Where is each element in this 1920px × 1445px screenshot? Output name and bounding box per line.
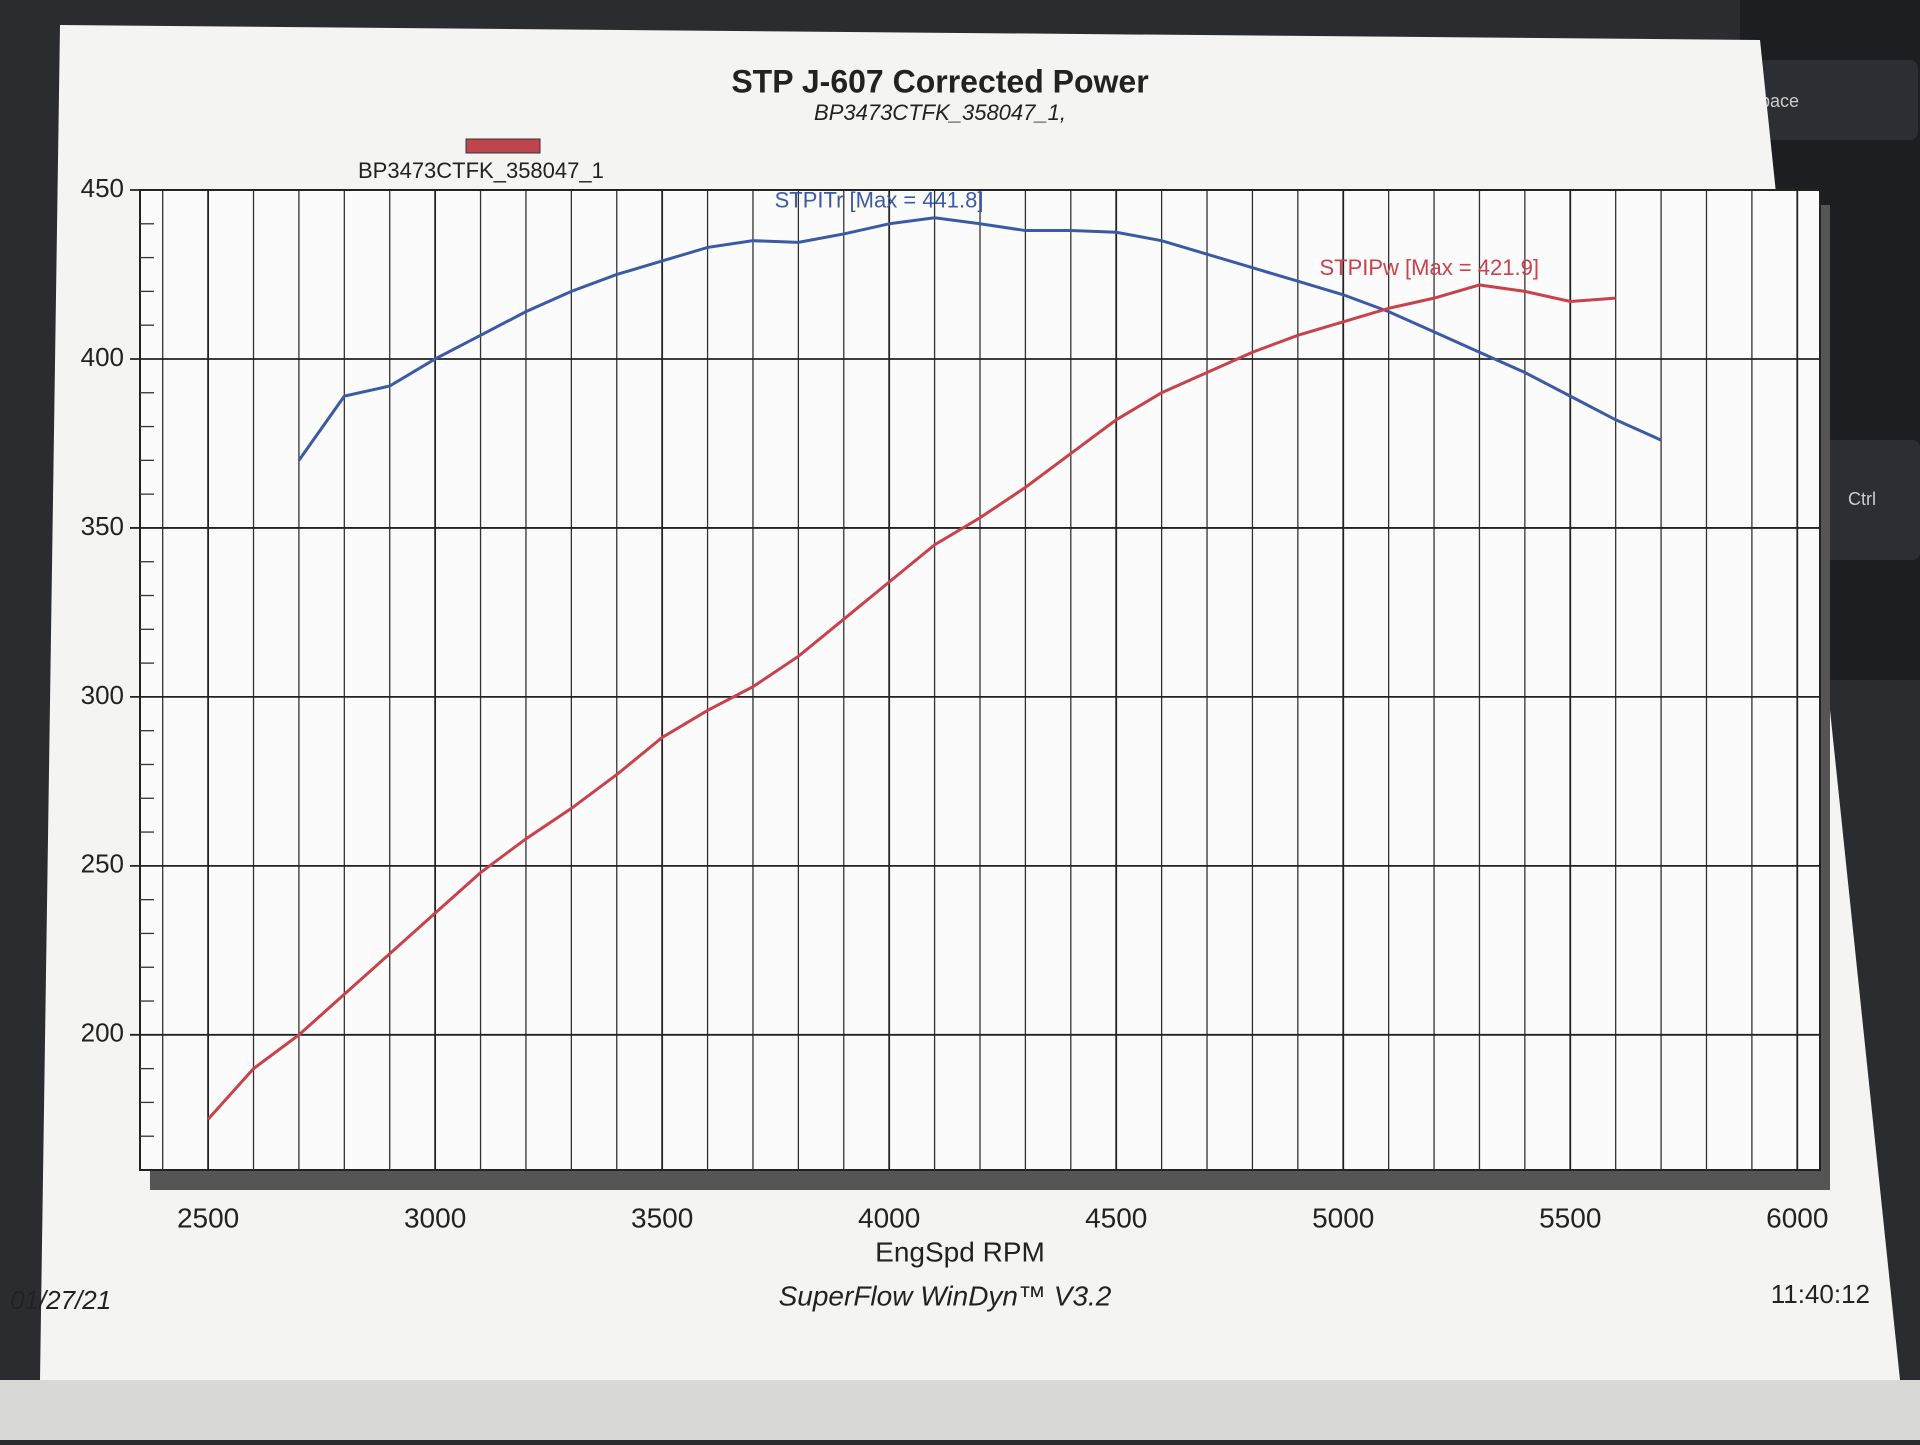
series-line [206,283,1616,1121]
key-label: Ctrl [1848,489,1876,509]
legend-swatch [465,138,541,154]
y-tick-label: 300 [81,680,124,710]
footer-software: SuperFlow WinDyn™ V3.2 [779,1280,1112,1311]
y-tick-label: 400 [81,342,124,372]
x-axis-label: EngSpd RPM [875,1236,1045,1267]
x-tick-label: 2500 [177,1202,239,1233]
x-tick-label: 5000 [1312,1202,1374,1233]
y-tick-label: 350 [81,511,124,541]
legend-label: BP3473CTFK_358047_1 [358,158,604,183]
chart-subtitle: BP3473CTFK_358047_1, [814,100,1066,125]
y-tick-label: 250 [81,849,124,879]
x-tick-label: 5500 [1539,1202,1601,1233]
x-tick-label: 4500 [1085,1202,1147,1233]
x-tick-label: 6000 [1766,1202,1828,1233]
key-label: pace [1760,91,1799,111]
footer-date: 01/27/21 [10,1285,111,1315]
footer-time: 11:40:12 [1771,1279,1870,1309]
key [1748,60,1918,140]
chart-title: STP J-607 Corrected Power [731,63,1148,99]
x-tick-label: 3500 [631,1202,693,1233]
key [1810,440,1920,560]
y-tick-label: 200 [81,1018,124,1048]
series-annotation: STPITr [Max = 441.8] [775,188,984,213]
x-tick-label: 4000 [858,1202,920,1233]
y-tick-label: 450 [81,173,124,203]
desk [0,1380,1920,1440]
x-tick-label: 3000 [404,1202,466,1233]
series-line [297,216,1662,462]
series-annotation: STPIPw [Max = 421.9] [1319,255,1538,280]
